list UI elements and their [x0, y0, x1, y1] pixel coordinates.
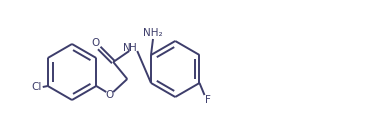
Text: NH₂: NH₂: [143, 28, 163, 38]
Text: O: O: [91, 38, 99, 48]
Text: F: F: [204, 95, 210, 105]
Text: H: H: [130, 43, 137, 53]
Text: O: O: [105, 90, 113, 100]
Text: N: N: [123, 43, 131, 53]
Text: Cl: Cl: [31, 82, 42, 92]
